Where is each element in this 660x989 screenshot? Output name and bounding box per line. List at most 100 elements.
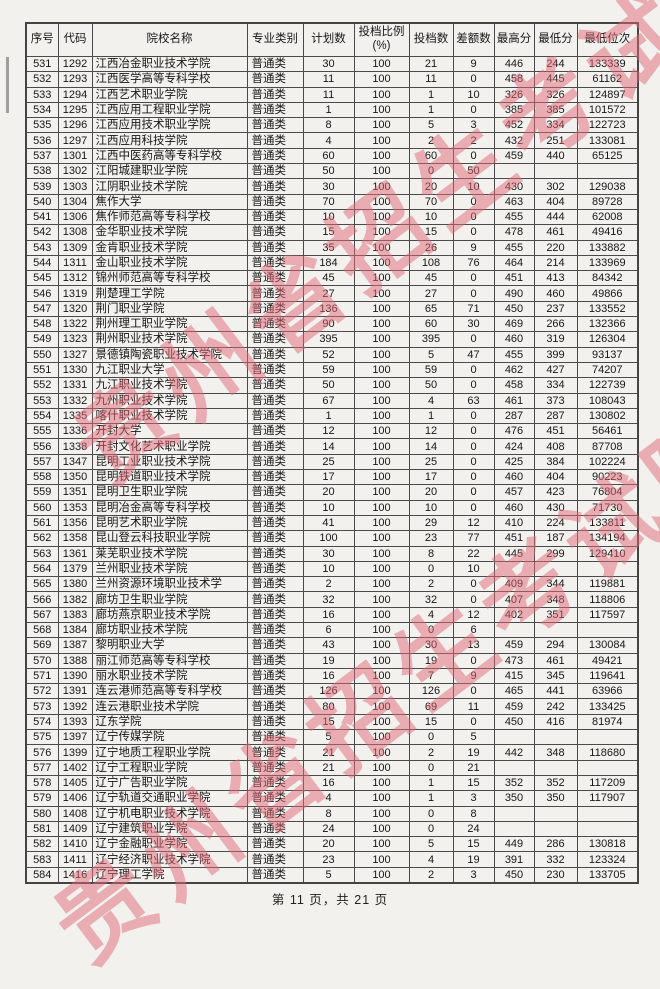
min-rank-cell	[576, 560, 639, 578]
table-row: 554 1335 喀什职业技术学院 普通类 1 100 1 0 287 287 130802	[25, 407, 639, 425]
plan-count-cell: 41	[302, 514, 355, 532]
table-row: 540 1304 焦作大学 普通类 70 100 70 0 463 404 89728	[25, 193, 639, 210]
plan-count-cell: 17	[302, 469, 355, 486]
max-score-cell: 461	[493, 392, 535, 409]
code-cell: 1361	[57, 545, 93, 562]
max-score-cell	[493, 560, 535, 578]
serial-cell: 561	[25, 514, 59, 532]
plan-count-cell: 24	[302, 820, 355, 838]
serial-cell: 549	[25, 331, 59, 348]
serial-cell: 572	[25, 683, 59, 700]
table-row: 562 1358 昆山登云科技职业学院 普通类 100 100 23 77 451 187 1341…	[25, 530, 639, 547]
category-cell: 普通类	[246, 178, 304, 195]
min-score-cell: 460	[533, 285, 578, 302]
code-cell: 1350	[57, 469, 93, 486]
serial-cell: 570	[25, 652, 59, 669]
plan-count-cell: 35	[302, 239, 355, 256]
min-rank-cell: 118680	[576, 744, 639, 761]
plan-count-cell: 15	[302, 713, 355, 731]
table-row: 550 1327 景德镇陶瓷职业技术学院 普通类 52 100 5 47 455 399 93137	[25, 346, 639, 363]
plan-count-cell: 1	[302, 407, 355, 425]
max-score-cell: 463	[493, 193, 535, 210]
table-row: 581 1409 辽宁建筑职业学院 普通类 24 100 0 24	[25, 820, 639, 838]
max-score-cell: 385	[493, 101, 535, 119]
category-cell: 普通类	[246, 667, 304, 685]
min-rank-cell	[576, 621, 639, 639]
serial-cell: 577	[25, 759, 59, 776]
serial-cell: 558	[25, 469, 59, 486]
diff-count-cell: 10	[452, 86, 495, 103]
serial-cell: 568	[25, 621, 59, 639]
ratio-cell: 100	[353, 254, 410, 272]
plan-count-cell: 16	[302, 667, 355, 685]
max-score-cell: 455	[493, 346, 535, 363]
code-cell: 1297	[57, 132, 93, 149]
filed-count-cell: 8	[408, 545, 454, 562]
serial-cell: 531	[25, 55, 59, 73]
table-row: 538 1302 江阳城建职业学院 普通类 50 100 0 50	[25, 163, 639, 180]
code-cell: 1294	[57, 86, 93, 103]
column-header: 专业类别	[246, 22, 304, 57]
serial-cell: 548	[25, 316, 59, 333]
table-row: 533 1294 江西艺术职业学院 普通类 11 100 1 10 326 326 124897	[25, 86, 639, 103]
code-cell: 1416	[57, 866, 93, 884]
plan-count-cell: 11	[302, 86, 355, 103]
min-score-cell: 302	[533, 178, 578, 195]
min-score-cell: 351	[533, 606, 578, 623]
code-cell: 1379	[57, 560, 93, 578]
min-score-cell: 299	[533, 545, 578, 562]
filed-count-cell: 1	[408, 86, 454, 103]
max-score-cell	[493, 621, 535, 639]
diff-count-cell: 0	[452, 101, 495, 119]
diff-count-cell: 0	[452, 331, 495, 348]
plan-count-cell: 52	[302, 346, 355, 363]
diff-count-cell: 22	[452, 545, 495, 562]
diff-count-cell: 0	[452, 423, 495, 440]
ratio-cell: 100	[353, 621, 410, 639]
min-score-cell: 224	[533, 514, 578, 532]
min-score-cell: 332	[533, 851, 578, 868]
diff-count-cell: 12	[452, 606, 495, 623]
min-rank-cell: 49866	[576, 285, 639, 302]
filed-count-cell: 1	[408, 790, 454, 807]
min-score-cell	[533, 163, 578, 180]
category-cell: 普通类	[246, 117, 304, 134]
min-rank-cell: 124897	[576, 86, 639, 103]
plan-count-cell: 5	[302, 866, 355, 884]
plan-count-cell: 8	[302, 117, 355, 134]
serial-cell: 536	[25, 132, 59, 149]
plan-count-cell: 90	[302, 316, 355, 333]
category-cell: 普通类	[246, 239, 304, 256]
plan-count-cell: 67	[302, 392, 355, 409]
ratio-cell: 100	[353, 453, 410, 471]
category-cell: 普通类	[246, 652, 304, 669]
table-row: 577 1402 辽宁工程职业学院 普通类 21 100 0 21	[25, 759, 639, 776]
filed-count-cell: 45	[408, 270, 454, 287]
plan-count-cell: 4	[302, 132, 355, 149]
category-cell: 普通类	[246, 101, 304, 119]
ratio-cell: 100	[353, 239, 410, 256]
ratio-cell: 100	[353, 530, 410, 547]
max-score-cell: 460	[493, 331, 535, 348]
diff-count-cell: 30	[452, 316, 495, 333]
max-score-cell: 425	[493, 453, 535, 471]
min-score-cell: 384	[533, 453, 578, 471]
min-score-cell: 294	[533, 637, 578, 654]
plan-count-cell: 25	[302, 453, 355, 471]
code-cell: 1391	[57, 683, 93, 700]
table-row: 558 1350 昆明铁道职业技术学院 普通类 17 100 17 0 460 404 90223	[25, 469, 639, 486]
school-name-cell: 江阴职业技术学院	[91, 178, 248, 195]
ratio-cell: 100	[353, 820, 410, 838]
min-score-cell: 187	[533, 530, 578, 547]
min-rank-cell: 74207	[576, 361, 639, 379]
school-name-cell: 江西艺术职业学院	[91, 86, 248, 103]
min-score-cell: 444	[533, 208, 578, 226]
table-row: 532 1293 江西医学高等专科学校 普通类 11 100 11 0 458 445 61162	[25, 71, 639, 88]
min-score-cell: 287	[533, 407, 578, 425]
min-score-cell: 244	[533, 55, 578, 73]
table-row: 584 1416 辽宁理工学院 普通类 5 100 2 3 450 230 133705	[25, 866, 639, 884]
table-row: 564 1379 兰州职业技术学院 普通类 10 100 0 10	[25, 560, 639, 578]
filed-count-cell: 0	[408, 759, 454, 776]
filed-count-cell: 2	[408, 744, 454, 761]
code-cell: 1387	[57, 637, 93, 654]
